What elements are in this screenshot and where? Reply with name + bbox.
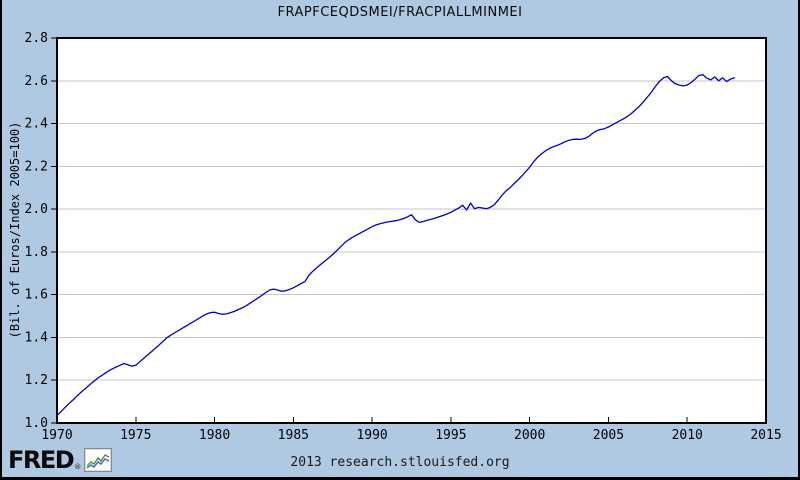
footer-attribution: 2013 research.stlouisfed.org (290, 455, 510, 470)
x-tick-label: 1990 (356, 428, 387, 443)
x-tick-label: 2000 (514, 428, 545, 443)
y-axis-label: (Bil. of Euros/Index 2005=100) (8, 121, 22, 339)
fred-logo-text: FRED (8, 446, 75, 474)
y-tick-label: 2.6 (25, 74, 48, 89)
registered-mark: ® (74, 463, 82, 471)
x-tick-label: 2010 (672, 428, 703, 443)
plot-background (57, 38, 766, 423)
y-tick-label: 1.2 (25, 373, 48, 388)
outer-border-bottom (0, 477, 800, 480)
y-tick-label: 1.6 (25, 288, 48, 303)
y-tick-label: 2.0 (25, 202, 48, 217)
x-tick-label: 1985 (278, 428, 309, 443)
y-tick-label: 1.0 (25, 416, 48, 431)
x-tick-label: 1975 (120, 428, 151, 443)
x-tick-label: 2015 (750, 428, 781, 443)
outer-border-left (0, 0, 2, 480)
y-tick-label: 2.2 (25, 159, 48, 174)
outer-border-right (798, 0, 800, 480)
data-line (56, 74, 736, 417)
y-tick-label: 1.4 (25, 330, 49, 345)
x-tick-label: 2005 (593, 428, 624, 443)
fred-logo: FRED ® (8, 446, 113, 474)
line-chart-icon (84, 448, 113, 472)
x-tick-label: 1970 (41, 428, 72, 443)
chart-title: FRAPFCEQDSMEI/FRACPIALLMINMEI (277, 5, 523, 20)
y-tick-label: 2.8 (25, 31, 48, 46)
x-tick-label: 1980 (199, 428, 230, 443)
axis-border (56, 37, 767, 424)
x-tick-label: 1995 (435, 428, 466, 443)
y-tick-label: 2.4 (25, 117, 49, 132)
y-tick-label: 1.8 (25, 245, 48, 260)
